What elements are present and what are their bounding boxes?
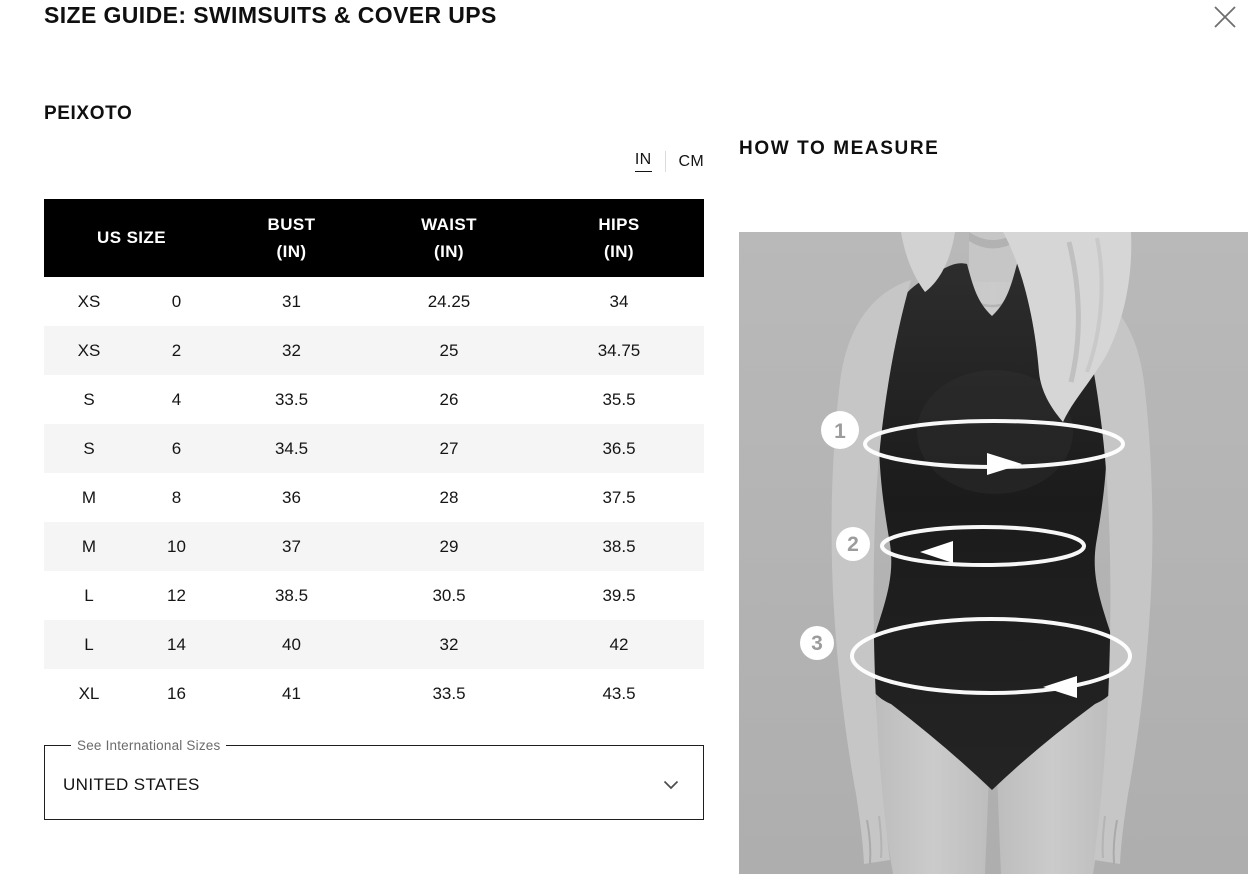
hips-cell: 35.5: [602, 389, 636, 409]
svg-text:3: 3: [811, 632, 823, 655]
size-letter-cell: S: [83, 389, 95, 409]
waist-cell: 30.5: [432, 585, 466, 605]
size-letter-cell: L: [84, 634, 94, 654]
bust-cell: 36: [282, 487, 301, 507]
us-size-cell: 16: [167, 683, 186, 703]
table-row: XL 16 41 33.5 43.5: [44, 669, 704, 718]
figure-right-arm: [1073, 280, 1153, 864]
us-size-cell: 4: [171, 389, 182, 409]
waist-cell: 27: [439, 438, 459, 458]
table-row: XS 2 32 25 34.75: [44, 326, 704, 375]
bust-cell: 41: [282, 683, 301, 703]
col-header-bust: BUST (IN): [219, 199, 364, 277]
figure-hair-left: [901, 232, 955, 292]
table-row: L 12 38.5 30.5 39.5: [44, 571, 704, 620]
unit-centimeters-button[interactable]: CM: [678, 152, 704, 170]
table-row: XS 0 31 24.25 34: [44, 277, 704, 326]
size-letter-cell: XS: [77, 340, 101, 360]
svg-text:1: 1: [834, 420, 846, 443]
bust-cell: 33.5: [274, 389, 309, 409]
size-letter-cell: M: [81, 536, 97, 556]
waist-cell: 24.25: [427, 291, 471, 311]
us-size-cell: 12: [167, 585, 186, 605]
chevron-down-icon: [663, 780, 679, 790]
bust-cell: 37: [282, 536, 301, 556]
waist-measure-ellipse: [880, 525, 1086, 567]
col-header-us-size: US SIZE: [44, 199, 219, 277]
svg-text:2: 2: [847, 533, 859, 556]
table-row: S 4 33.5 26 35.5: [44, 375, 704, 424]
bust-cell: 34.5: [274, 438, 309, 458]
us-size-cell: 6: [171, 438, 182, 458]
us-size-cell: 14: [167, 634, 186, 654]
hips-cell: 38.5: [602, 536, 636, 556]
hips-cell: 37.5: [602, 487, 636, 507]
table-row: S 6 34.5 27 36.5: [44, 424, 704, 473]
us-size-cell: 2: [171, 340, 182, 360]
size-table: US SIZE BUST (IN) WAIST (IN) HIPS (IN): [44, 199, 704, 718]
international-sizes-label: See International Sizes: [77, 738, 221, 753]
waist-arrow: [920, 541, 953, 563]
badge-1: [821, 411, 859, 449]
col-header-waist: WAIST (IN): [364, 199, 534, 277]
country-select[interactable]: UNITED STATES: [63, 775, 685, 795]
page-title: SIZE GUIDE: SWIMSUITS & COVER UPS: [44, 2, 497, 28]
bust-cell: 40: [282, 634, 301, 654]
bust-arrow: [987, 453, 1022, 475]
how-to-measure-title: HOW TO MEASURE: [739, 138, 940, 159]
brand-name: PEIXOTO: [44, 103, 133, 124]
international-sizes-fieldset: See International Sizes UNITED STATES: [44, 738, 704, 820]
col-header-hips: HIPS (IN): [534, 199, 704, 277]
waist-cell: 29: [439, 536, 459, 556]
hips-arrow: [1043, 676, 1077, 698]
badge-2: [836, 527, 870, 561]
size-letter-cell: L: [84, 585, 94, 605]
unit-inches-button[interactable]: IN: [634, 151, 652, 172]
country-select-value: UNITED STATES: [63, 775, 200, 794]
size-letter-cell: M: [81, 487, 97, 507]
size-table-body: XS 0 31 24.25 34 XS 2 32 25 34.75 S 4 33…: [44, 277, 704, 718]
size-letter-cell: XS: [77, 291, 101, 311]
hips-cell: 42: [609, 634, 629, 654]
table-row: L 14 40 32 42: [44, 620, 704, 669]
table-row: M 10 37 29 38.5: [44, 522, 704, 571]
bust-cell: 32: [282, 340, 301, 360]
how-to-measure-image: 1 2 3: [739, 232, 1248, 874]
close-button[interactable]: [1211, 3, 1239, 31]
us-size-cell: 0: [171, 291, 182, 311]
waist-cell: 33.5: [432, 683, 466, 703]
size-letter-cell: XL: [78, 683, 100, 703]
unit-toggle-divider: [664, 151, 666, 172]
waist-cell: 26: [439, 389, 459, 409]
table-row: M 8 36 28 37.5: [44, 473, 704, 522]
close-icon: [1214, 6, 1236, 28]
hips-cell: 34.75: [597, 340, 641, 360]
hips-cell: 39.5: [602, 585, 636, 605]
bust-cell: 38.5: [274, 585, 309, 605]
waist-cell: 32: [439, 634, 459, 654]
us-size-cell: 8: [171, 487, 182, 507]
hips-measure-ellipse: [850, 617, 1132, 695]
figure-hair-right: [1003, 232, 1132, 422]
hips-cell: 34: [609, 291, 629, 311]
measure-badges: 1 2 3: [800, 411, 870, 660]
size-table-header: US SIZE BUST (IN) WAIST (IN) HIPS (IN): [44, 199, 704, 277]
badge-3: [800, 626, 834, 660]
us-size-cell: 10: [167, 536, 186, 556]
hips-cell: 43.5: [602, 683, 636, 703]
size-letter-cell: S: [83, 438, 95, 458]
waist-cell: 25: [439, 340, 459, 360]
bust-cell: 31: [282, 291, 301, 311]
waist-cell: 28: [439, 487, 459, 507]
unit-toggle: IN CM: [44, 151, 704, 172]
hips-cell: 36.5: [602, 438, 636, 458]
